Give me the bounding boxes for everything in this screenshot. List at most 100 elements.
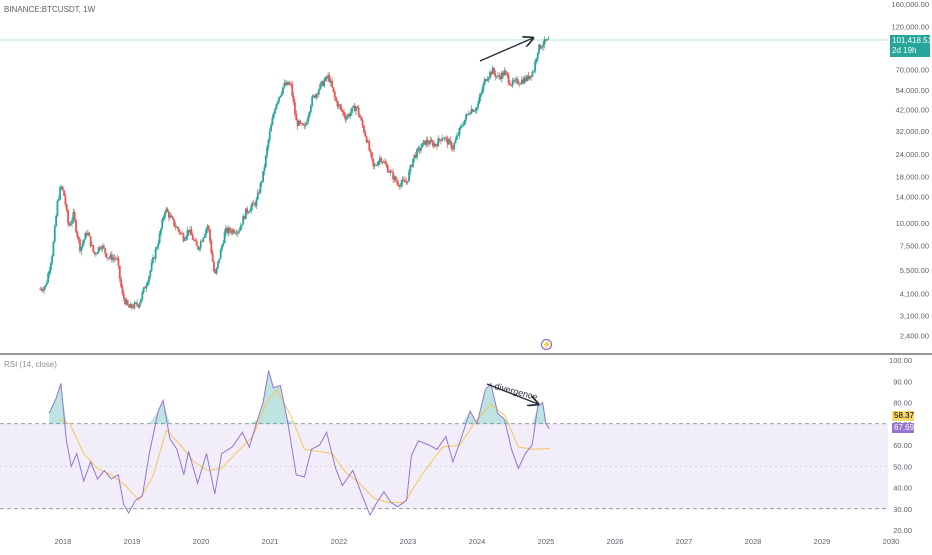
candle-body bbox=[348, 114, 351, 117]
candle-body bbox=[528, 75, 531, 80]
candle-body bbox=[455, 135, 458, 140]
candle-body bbox=[380, 157, 383, 162]
candle-body bbox=[88, 232, 91, 237]
candle-body bbox=[357, 107, 360, 116]
candle-body bbox=[207, 226, 210, 230]
candle-body bbox=[161, 219, 164, 229]
candle-body bbox=[187, 230, 190, 233]
candle-body bbox=[181, 232, 184, 235]
candle-body bbox=[96, 252, 99, 254]
price-tick-label: 14,000.00 bbox=[896, 192, 929, 201]
candle-body bbox=[538, 44, 540, 53]
candle-body bbox=[519, 83, 522, 85]
candle-body bbox=[195, 241, 198, 246]
candle-body bbox=[477, 103, 479, 108]
candle-body bbox=[278, 97, 280, 102]
candle-body bbox=[91, 245, 93, 246]
candle-body bbox=[475, 107, 478, 111]
candle-body bbox=[179, 232, 182, 234]
candle-body bbox=[489, 71, 491, 78]
candle-body bbox=[483, 79, 486, 85]
price-tick-label: 24,000.00 bbox=[896, 150, 929, 159]
year-tick-label: 2027 bbox=[676, 537, 693, 546]
candle-body bbox=[282, 87, 284, 94]
candle-body bbox=[55, 215, 57, 227]
candle-body bbox=[337, 104, 340, 107]
rsi-tick-label: 60.00 bbox=[893, 441, 912, 450]
candle-body bbox=[394, 176, 397, 181]
candle-body bbox=[236, 231, 239, 234]
candle-body bbox=[67, 210, 69, 224]
candle-body bbox=[474, 110, 477, 112]
candle-body bbox=[213, 261, 215, 272]
candle-body bbox=[313, 95, 316, 98]
candle-body bbox=[410, 165, 413, 167]
candle-body bbox=[398, 185, 401, 187]
candle-body bbox=[219, 249, 222, 259]
candle-body bbox=[470, 109, 473, 114]
candle-body bbox=[77, 236, 80, 240]
year-tick-label: 2026 bbox=[607, 537, 624, 546]
candle-body bbox=[351, 107, 353, 113]
candle-body bbox=[531, 71, 534, 77]
candle-body bbox=[413, 154, 416, 159]
candle-body bbox=[381, 161, 384, 163]
candle-body bbox=[402, 179, 405, 181]
candle-body bbox=[345, 117, 348, 120]
candle-body bbox=[264, 155, 267, 168]
candle-body bbox=[300, 123, 303, 124]
year-tick-label: 2021 bbox=[262, 537, 279, 546]
candle-body bbox=[377, 161, 380, 166]
candle-body bbox=[166, 208, 169, 212]
year-tick-label: 2025 bbox=[538, 537, 555, 546]
candle-body bbox=[268, 131, 271, 140]
candle-body bbox=[202, 237, 205, 242]
candle-body bbox=[259, 182, 262, 193]
candle-body bbox=[490, 71, 493, 75]
candle-body bbox=[442, 138, 445, 140]
candle-body bbox=[355, 106, 357, 112]
candle-body bbox=[430, 140, 433, 142]
lightning-icon[interactable]: ⚡ bbox=[541, 339, 552, 350]
candle-body bbox=[222, 243, 225, 246]
candle-body bbox=[138, 303, 141, 307]
candle-body bbox=[210, 241, 213, 253]
candle-body bbox=[503, 70, 506, 76]
candle-body bbox=[73, 212, 76, 221]
candle-body bbox=[254, 203, 257, 206]
price-badge-countdown: 2d 19h bbox=[892, 46, 917, 55]
candle-body bbox=[262, 171, 264, 182]
candle-body bbox=[106, 257, 109, 259]
candle-body bbox=[384, 161, 387, 164]
candle-body bbox=[325, 77, 328, 79]
candle-body bbox=[378, 157, 381, 162]
candle-body bbox=[467, 113, 470, 115]
rsi-tick-label: 30.00 bbox=[893, 505, 912, 514]
candle-body bbox=[48, 270, 51, 274]
candle-body bbox=[331, 80, 333, 88]
candle-body bbox=[52, 241, 55, 257]
candle-body bbox=[361, 120, 364, 126]
candle-body bbox=[499, 76, 502, 80]
candle-body bbox=[153, 257, 156, 259]
candle-body bbox=[199, 241, 202, 248]
candle-body bbox=[316, 93, 319, 95]
candle-body bbox=[250, 206, 253, 212]
candle-body bbox=[420, 147, 422, 151]
candle-body bbox=[388, 172, 391, 174]
candle-body bbox=[382, 161, 385, 163]
candle-body bbox=[121, 286, 124, 294]
candle-body bbox=[191, 235, 194, 240]
candle-body bbox=[540, 47, 543, 49]
candle-body bbox=[512, 80, 515, 82]
candle-body bbox=[255, 199, 258, 206]
candle-body bbox=[339, 104, 341, 107]
candle-body bbox=[390, 171, 393, 173]
candle-body bbox=[165, 208, 168, 213]
candle-body bbox=[547, 38, 550, 40]
candle-body bbox=[493, 68, 495, 73]
candle-body bbox=[108, 257, 111, 259]
candle-body bbox=[83, 239, 85, 244]
